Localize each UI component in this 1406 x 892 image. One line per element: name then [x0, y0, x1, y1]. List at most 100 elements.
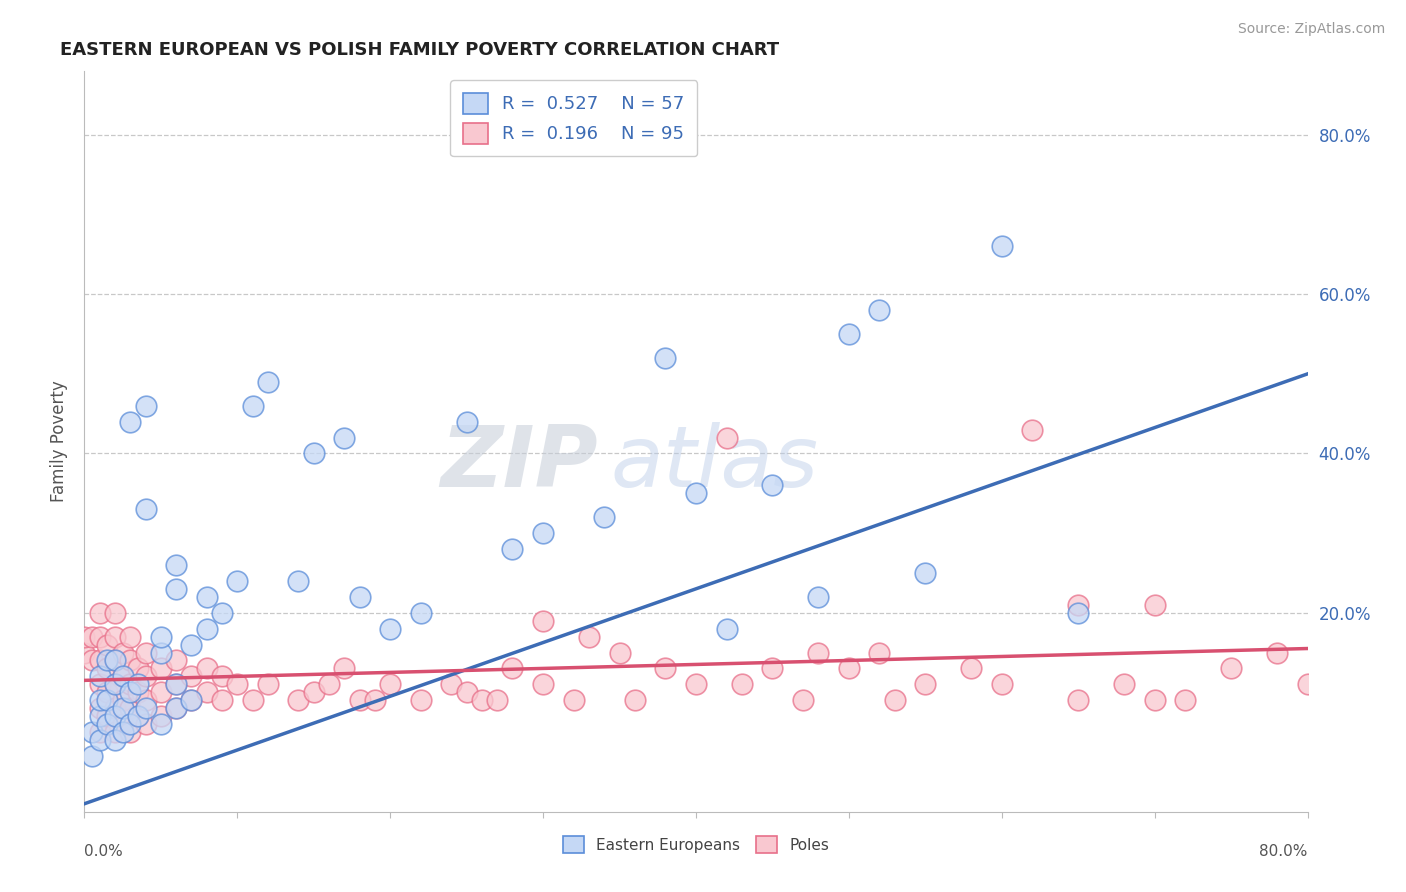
- Point: [562, 693, 585, 707]
- Point: [120, 685, 142, 699]
- Point: [135, 693, 157, 707]
- Point: [149, 717, 172, 731]
- Point: [502, 661, 524, 675]
- Point: [89, 709, 111, 723]
- Point: [149, 709, 172, 723]
- Point: [531, 526, 554, 541]
- Point: [104, 725, 127, 739]
- Text: 0.0%: 0.0%: [84, 844, 124, 859]
- Point: [333, 661, 356, 675]
- Point: [104, 677, 127, 691]
- Point: [991, 239, 1014, 253]
- Point: [531, 614, 554, 628]
- Point: [257, 375, 280, 389]
- Point: [838, 327, 860, 342]
- Point: [302, 685, 325, 699]
- Point: [120, 677, 142, 691]
- Point: [96, 661, 118, 675]
- Point: [486, 693, 509, 707]
- Point: [593, 510, 616, 524]
- Point: [792, 693, 814, 707]
- Point: [135, 717, 157, 731]
- Point: [838, 661, 860, 675]
- Point: [80, 749, 103, 764]
- Point: [111, 701, 134, 715]
- Point: [211, 693, 233, 707]
- Point: [73, 630, 96, 644]
- Point: [1296, 677, 1319, 691]
- Point: [165, 653, 187, 667]
- Point: [914, 566, 936, 580]
- Text: 80.0%: 80.0%: [1260, 844, 1308, 859]
- Point: [120, 630, 142, 644]
- Point: [1067, 598, 1090, 612]
- Point: [180, 693, 202, 707]
- Text: ZIP: ZIP: [440, 422, 598, 505]
- Point: [624, 693, 647, 707]
- Point: [349, 693, 371, 707]
- Point: [1265, 646, 1288, 660]
- Point: [149, 685, 172, 699]
- Point: [180, 638, 202, 652]
- Point: [226, 677, 249, 691]
- Point: [531, 677, 554, 691]
- Point: [869, 646, 891, 660]
- Point: [73, 646, 96, 660]
- Point: [127, 709, 149, 723]
- Text: EASTERN EUROPEAN VS POLISH FAMILY POVERTY CORRELATION CHART: EASTERN EUROPEAN VS POLISH FAMILY POVERT…: [60, 41, 779, 59]
- Point: [111, 725, 134, 739]
- Point: [111, 669, 134, 683]
- Point: [165, 558, 187, 572]
- Point: [80, 630, 103, 644]
- Point: [89, 733, 111, 747]
- Point: [333, 431, 356, 445]
- Point: [318, 677, 340, 691]
- Point: [440, 677, 463, 691]
- Point: [120, 653, 142, 667]
- Point: [180, 693, 202, 707]
- Point: [654, 351, 676, 365]
- Point: [96, 653, 118, 667]
- Legend: Eastern Europeans, Poles: Eastern Europeans, Poles: [557, 830, 835, 860]
- Point: [104, 677, 127, 691]
- Point: [807, 646, 830, 660]
- Point: [1067, 693, 1090, 707]
- Point: [914, 677, 936, 691]
- Point: [127, 661, 149, 675]
- Point: [89, 725, 111, 739]
- Point: [380, 622, 402, 636]
- Point: [120, 717, 142, 731]
- Point: [1143, 693, 1166, 707]
- Point: [287, 574, 309, 588]
- Point: [502, 541, 524, 556]
- Point: [104, 630, 127, 644]
- Point: [89, 693, 111, 707]
- Point: [1174, 693, 1197, 707]
- Point: [165, 582, 187, 596]
- Point: [89, 701, 111, 715]
- Point: [211, 669, 233, 683]
- Point: [135, 646, 157, 660]
- Point: [104, 733, 127, 747]
- Text: atlas: atlas: [610, 422, 818, 505]
- Point: [89, 630, 111, 644]
- Point: [96, 709, 118, 723]
- Point: [349, 590, 371, 604]
- Point: [89, 606, 111, 620]
- Point: [409, 693, 432, 707]
- Point: [127, 709, 149, 723]
- Point: [135, 399, 157, 413]
- Point: [195, 622, 218, 636]
- Point: [165, 701, 187, 715]
- Point: [409, 606, 432, 620]
- Point: [127, 685, 149, 699]
- Point: [104, 653, 127, 667]
- Point: [111, 646, 134, 660]
- Point: [242, 693, 264, 707]
- Point: [364, 693, 387, 707]
- Point: [104, 709, 127, 723]
- Point: [761, 478, 783, 492]
- Point: [685, 677, 707, 691]
- Point: [165, 701, 187, 715]
- Point: [180, 669, 202, 683]
